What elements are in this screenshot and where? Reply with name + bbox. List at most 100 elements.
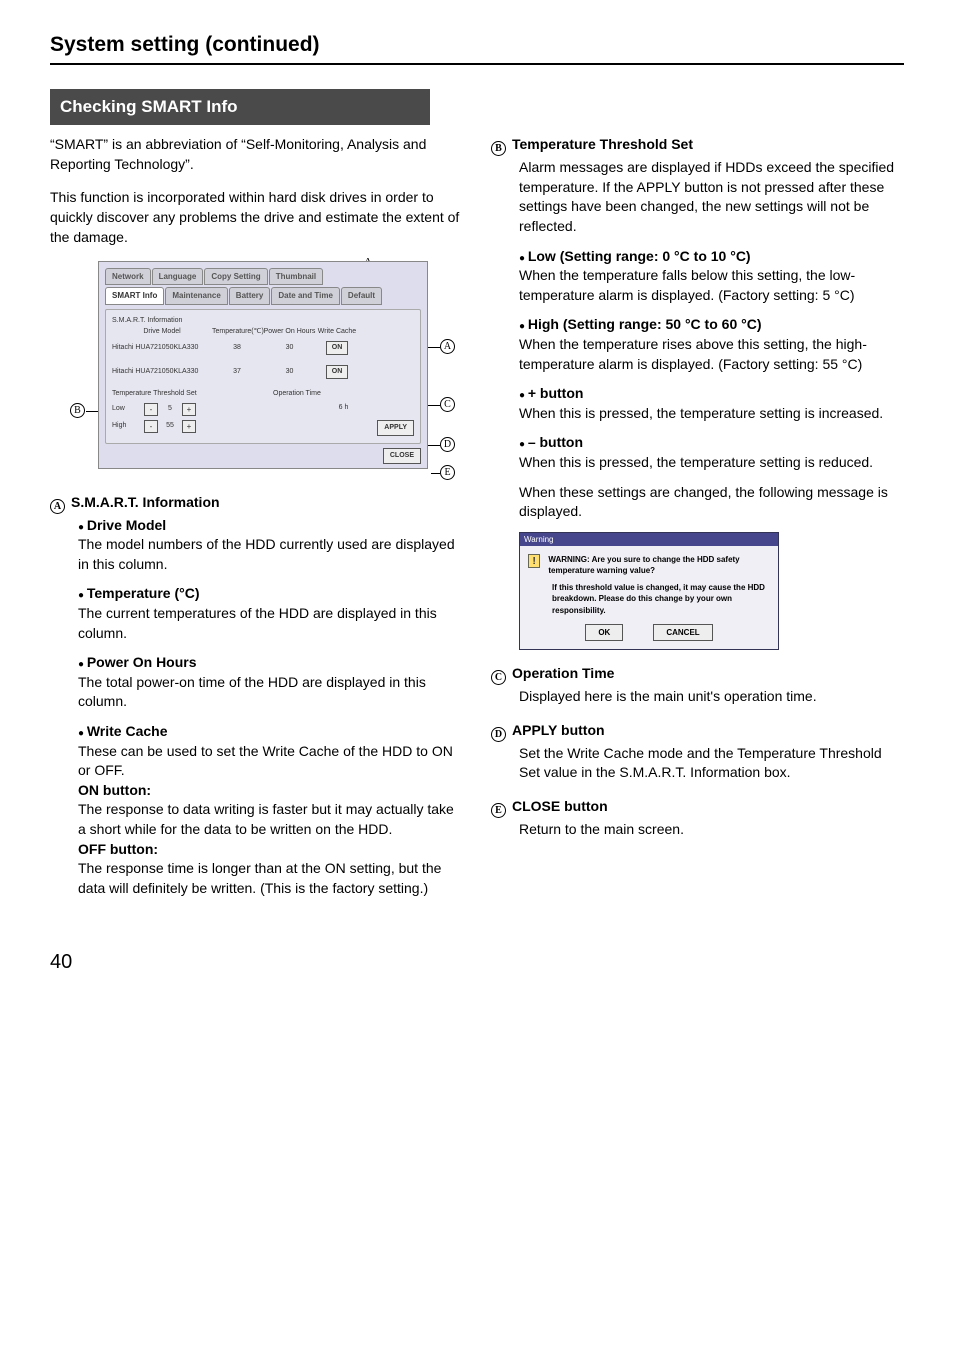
low-row: Low - 5 + [112,403,253,416]
a-drive-body: The model numbers of the HDD currently u… [78,535,463,574]
item-b-head: BTemperature Threshold Set [491,135,904,156]
cache-on-button[interactable]: ON [326,341,349,355]
smart-info-panel: Network Language Copy Setting Thumbnail … [98,261,428,469]
optime-unit: h [344,403,348,413]
tabs-row1: Network Language Copy Setting Thumbnail [105,268,421,285]
b-high-title: High (Setting range: 50 °C to 60 °C) [519,315,904,335]
callout-a: A [440,339,455,354]
item-a-head: A S.M.A.R.T. Information [50,493,463,514]
optime-label: Operation Time [273,389,414,399]
callout-c: C [440,397,455,412]
item-a-title: S.M.A.R.T. Information [71,494,220,510]
a-hours: Power On Hours The total power-on time o… [78,653,463,712]
a-cache-off-t: OFF button: [78,840,463,860]
b-plus-body: When this is pressed, the temperature se… [519,404,904,424]
warning-cancel-button[interactable]: CANCEL [653,624,712,641]
thresh-title: Temperature Threshold Set [112,389,253,399]
high-minus-button[interactable]: - [144,420,158,433]
a-cache-on-b: The response to data writing is faster b… [78,800,463,839]
row1-temp: 38 [212,343,262,353]
page-number: 40 [50,948,904,976]
callout-b: B [70,403,85,418]
row1-model: Hitachi HUA721050KLA330 [112,343,212,353]
hdr-hours: Power On Hours [262,327,317,337]
b-plus-title: + button [519,384,904,404]
a-temp: Temperature (°C) The current temperature… [78,584,463,643]
b-intro: Alarm messages are displayed if HDDs exc… [519,158,904,236]
intro-p2: This function is incorporated within har… [50,188,463,247]
a-cache: Write Cache These can be used to set the… [78,722,463,898]
warning-line2: If this threshold value is changed, it m… [552,582,770,616]
b-high: High (Setting range: 50 °C to 60 °C) Whe… [519,315,904,374]
item-e-title: CLOSE button [512,798,608,814]
row1-cache: ON [317,341,357,355]
tab-thumbnail[interactable]: Thumbnail [269,268,323,285]
smart-row-2: Hitachi HUA721050KLA330 37 30 ON [112,365,414,379]
high-plus-button[interactable]: + [182,420,196,433]
smart-row-1: Hitachi HUA721050KLA330 38 30 ON [112,341,414,355]
row2-cache: ON [317,365,357,379]
warning-icon: ! [528,554,540,568]
warning-line1: WARNING: Are you sure to change the HDD … [548,554,770,576]
b-low: Low (Setting range: 0 °C to 10 °C) When … [519,247,904,306]
tab-language[interactable]: Language [152,268,204,285]
tab-maintenance[interactable]: Maintenance [165,287,227,304]
item-d-title: APPLY button [512,722,605,738]
item-b-title: Temperature Threshold Set [512,136,693,152]
smart-info-figure: A A B C D E Network Language Copy Settin… [64,261,454,469]
tab-copy-setting[interactable]: Copy Setting [204,268,267,285]
intro-block: “SMART” is an abbreviation of “Self-Moni… [50,135,463,247]
a-drive-title: Drive Model [78,516,463,536]
low-minus-button[interactable]: - [144,403,158,416]
hdr-cache: Write Cache [317,327,357,337]
callout-e: E [440,465,455,480]
letter-c-icon: C [491,670,506,685]
optime-value: 6 [339,403,343,413]
tab-battery[interactable]: Battery [229,287,271,304]
low-value: 5 [160,404,180,414]
low-plus-button[interactable]: + [182,403,196,416]
b-low-title: Low (Setting range: 0 °C to 10 °C) [519,247,904,267]
left-column: “SMART” is an abbreviation of “Self-Moni… [50,135,463,908]
cache-on-button[interactable]: ON [326,365,349,379]
tab-smart-info[interactable]: SMART Info [105,287,164,304]
a-cache-off-b: The response time is longer than at the … [78,859,463,898]
b-low-body: When the temperature falls below this se… [519,266,904,305]
a-temp-title: Temperature (°C) [78,584,463,604]
letter-a-icon: A [50,499,65,514]
a-cache-title: Write Cache [78,722,463,742]
a-hours-body: The total power-on time of the HDD are d… [78,673,463,712]
b-minus-body: When this is pressed, the temperature se… [519,453,904,473]
c-body: Displayed here is the main unit's operat… [519,687,904,707]
warning-titlebar: Warning [520,533,778,546]
letter-d-icon: D [491,727,506,742]
item-c-head: COperation Time [491,664,904,685]
d-body: Set the Write Cache mode and the Tempera… [519,744,904,783]
row1-hours: 30 [262,343,317,353]
high-row: High - 55 + [112,420,253,433]
b-high-body: When the temperature rises above this se… [519,335,904,374]
hdr-temp: Temperature(℃) [212,327,262,337]
tab-date-time[interactable]: Date and Time [271,287,340,304]
a-hours-title: Power On Hours [78,653,463,673]
smart-title: S.M.A.R.T. Information [112,316,414,326]
row2-model: Hitachi HUA721050KLA330 [112,367,212,377]
section-heading: Checking SMART Info [50,89,430,125]
warning-body: ! WARNING: Are you sure to change the HD… [520,546,778,649]
row2-hours: 30 [262,367,317,377]
hdr-model: Drive Model [112,327,212,337]
a-cache-body1: These can be used to set the Write Cache… [78,742,463,781]
apply-button[interactable]: APPLY [377,420,414,436]
item-d-head: D APPLY button [491,721,904,742]
b-minus: – button When this is pressed, the tempe… [519,433,904,472]
optime-row: 6 h [273,403,414,413]
close-button[interactable]: CLOSE [383,448,421,464]
warning-ok-button[interactable]: OK [585,624,623,641]
tab-default[interactable]: Default [341,287,382,304]
b-changed: When these settings are changed, the fol… [519,483,904,522]
warning-dialog: Warning ! WARNING: Are you sure to chang… [519,532,779,650]
item-e-head: ECLOSE button [491,797,904,818]
intro-p1: “SMART” is an abbreviation of “Self-Moni… [50,135,463,174]
tab-network[interactable]: Network [105,268,151,285]
high-value: 55 [160,421,180,431]
